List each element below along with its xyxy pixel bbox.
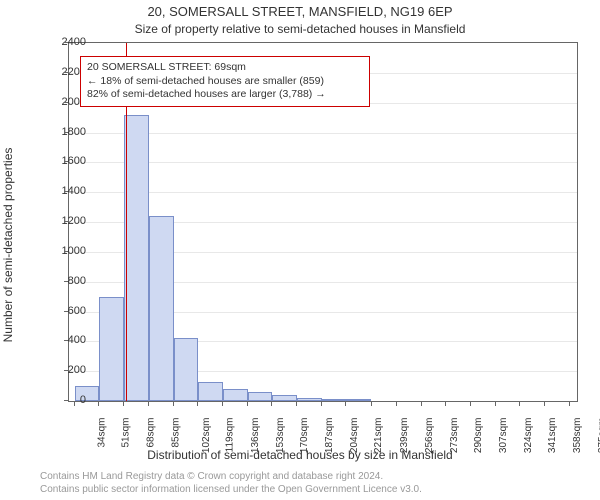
x-tick-mark <box>544 402 545 406</box>
y-axis-label: Number of semi-detached properties <box>1 50 15 245</box>
footer-line2: Contains public sector information licen… <box>40 484 422 497</box>
x-tick-mark <box>222 402 223 406</box>
x-tick-mark <box>470 402 471 406</box>
x-tick-mark <box>495 402 496 406</box>
x-tick-mark <box>74 402 75 406</box>
y-tick-mark <box>64 42 68 43</box>
y-tick-mark <box>64 400 68 401</box>
histogram-bar <box>346 399 371 401</box>
x-axis-label: Distribution of semi-detached houses by … <box>0 448 600 462</box>
x-tick-mark <box>123 402 124 406</box>
x-tick-label: 51sqm <box>121 418 132 448</box>
x-tick-mark <box>148 402 149 406</box>
y-tick-mark <box>64 191 68 192</box>
x-tick-mark <box>519 402 520 406</box>
histogram-bar <box>248 392 273 401</box>
y-tick-mark <box>64 370 68 371</box>
x-tick-mark <box>173 402 174 406</box>
histogram-bar <box>99 297 124 401</box>
x-tick-mark <box>445 402 446 406</box>
footer-attribution: Contains HM Land Registry data © Crown c… <box>40 471 422 496</box>
x-tick-mark <box>98 402 99 406</box>
histogram-bar <box>149 216 174 401</box>
chart-title-line2: Size of property relative to semi-detach… <box>0 22 600 36</box>
histogram-bar <box>223 389 248 401</box>
y-tick-mark <box>64 132 68 133</box>
y-tick-mark <box>64 102 68 103</box>
y-tick-mark <box>64 72 68 73</box>
y-tick-mark <box>64 340 68 341</box>
footer-line1: Contains HM Land Registry data © Crown c… <box>40 471 422 484</box>
x-tick-label: 34sqm <box>96 418 107 448</box>
histogram-bar <box>297 398 322 401</box>
x-tick-mark <box>569 402 570 406</box>
histogram-bar <box>124 115 149 401</box>
y-tick-mark <box>64 311 68 312</box>
histogram-bar <box>272 395 297 401</box>
x-tick-mark <box>197 402 198 406</box>
y-tick-mark <box>64 161 68 162</box>
x-tick-mark <box>296 402 297 406</box>
x-tick-mark <box>271 402 272 406</box>
y-tick-mark <box>64 281 68 282</box>
chart-title-line1: 20, SOMERSALL STREET, MANSFIELD, NG19 6E… <box>0 4 600 19</box>
x-tick-mark <box>396 402 397 406</box>
histogram-bar <box>174 338 199 401</box>
x-tick-label: 85sqm <box>170 418 181 448</box>
histogram-bar <box>198 382 223 401</box>
y-tick-mark <box>64 221 68 222</box>
annotation-line2: ← 18% of semi-detached houses are smalle… <box>87 75 363 89</box>
x-tick-mark <box>371 402 372 406</box>
x-tick-label: 68sqm <box>146 418 157 448</box>
x-tick-mark <box>421 402 422 406</box>
annotation-line1: 20 SOMERSALL STREET: 69sqm <box>87 61 363 75</box>
x-tick-mark <box>247 402 248 406</box>
annotation-box: 20 SOMERSALL STREET: 69sqm ← 18% of semi… <box>80 56 370 107</box>
x-tick-mark <box>345 402 346 406</box>
x-tick-mark <box>321 402 322 406</box>
annotation-line3: 82% of semi-detached houses are larger (… <box>87 88 363 102</box>
y-tick-mark <box>64 251 68 252</box>
histogram-bar <box>322 399 347 401</box>
